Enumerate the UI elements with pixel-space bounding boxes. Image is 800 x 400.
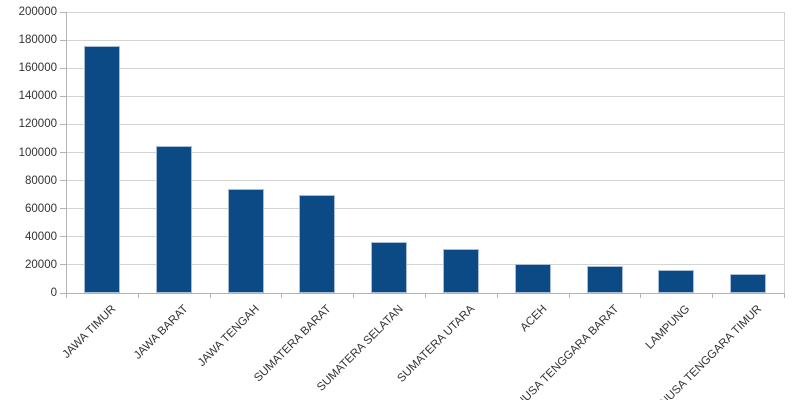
x-axis-tick [568,293,570,298]
x-axis-category-label-text: SUMATERA UTARA [395,303,478,385]
x-axis-category-label-text: ACEH [518,303,550,335]
x-axis-tick [712,293,714,298]
gridline [66,123,784,125]
y-axis-tick [60,264,66,266]
x-axis-tick [137,293,139,298]
x-axis-category-label-text: LAMPUNG [644,303,693,352]
bar-sumatera-selatan [371,242,408,293]
x-axis-tick [353,293,355,298]
y-axis-tick-label: 80000 [25,174,57,187]
y-axis-tick-label: 160000 [18,62,57,75]
x-axis-tick [209,293,211,298]
x-axis-tick [281,293,283,298]
y-axis-tick-label: 180000 [18,34,57,47]
gridline [66,11,784,13]
x-axis-category-label-text: SUMATERA BARAT [252,303,334,385]
x-axis-tick [425,293,426,298]
y-axis-tick-label: 40000 [25,230,57,243]
y-axis-tick [60,123,66,125]
bar-aceh [514,264,551,293]
y-axis-tick-label: 140000 [18,90,57,103]
y-axis-tick-label: 120000 [18,118,57,131]
bar-lampung [658,269,695,293]
y-axis-tick [60,236,66,238]
y-axis-tick [60,11,66,13]
y-axis-tick [60,292,66,294]
y-axis-tick-label: 0 [50,287,57,299]
y-axis-tick-label: 200000 [18,6,57,18]
x-axis-tick [496,293,498,298]
bar-jawa-tengah [227,189,264,293]
y-axis-tick [60,67,66,69]
bar-jawa-timur [83,45,120,293]
x-axis-category-label-text: JAWA TENGAH [195,303,262,370]
bar-jawa-barat [155,146,192,293]
y-axis-tick [60,208,66,210]
bar-sumatera-utara [442,248,479,293]
bar-nusa-tenggara-barat [586,266,623,293]
gridline [66,180,784,182]
y-axis-tick-label: 100000 [18,146,57,159]
gridline [66,67,784,69]
gridline [66,208,784,210]
y-axis-tick [60,152,66,153]
y-axis-tick [60,39,66,41]
gridline [66,152,784,153]
gridline [66,236,784,238]
y-axis-tick [60,95,66,97]
gridline [66,39,784,41]
x-axis-category-label-text: JAWA BARAT [131,303,191,362]
gridline [66,95,784,97]
x-axis-category-label-text: JAWA TIMUR [60,303,119,361]
x-axis-tick [66,293,67,298]
x-axis-tick [784,293,785,298]
y-axis-tick [60,180,66,182]
x-axis-tick [640,293,642,298]
y-axis-line [66,12,67,293]
y-axis-tick-label: 60000 [25,202,57,215]
bar-sumatera-barat [299,194,336,293]
bar-nusa-tenggara-timur [730,274,767,293]
gridline [66,264,784,266]
plot-right-border [784,12,785,293]
y-axis-tick-label: 20000 [25,258,57,271]
